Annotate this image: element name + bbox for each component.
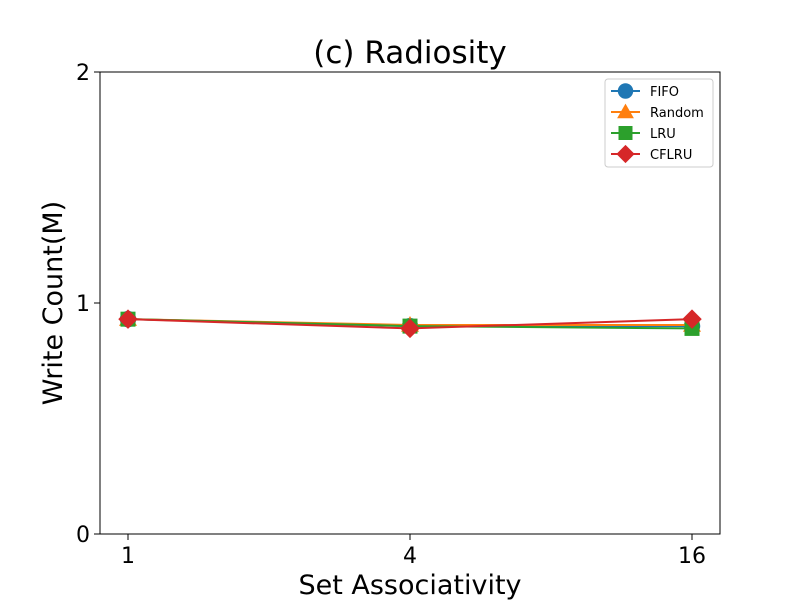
x-axis-label: Set Associativity (298, 570, 521, 600)
legend-item-lru: LRU (611, 126, 676, 142)
legend-label-random: Random (650, 106, 704, 121)
data-point-cflru (118, 309, 138, 329)
legend-box (604, 78, 714, 168)
y-tick-label: 0 (76, 523, 90, 548)
legend-marker-cflru (616, 144, 635, 164)
legend-marker-random (617, 103, 634, 119)
series-cflru (118, 309, 702, 339)
x-tick-label: 1 (121, 544, 135, 569)
legend: FIFO Random LRU CFLRU (604, 78, 714, 168)
legend-item-fifo: FIFO (611, 83, 679, 100)
legend-marker-fifo (617, 83, 634, 99)
legend-label-fifo: FIFO (650, 85, 679, 100)
x-tick-label: 16 (678, 544, 706, 569)
y-tick-label: 2 (76, 61, 90, 86)
series-layer (118, 309, 702, 339)
legend-label-cflru: CFLRU (650, 148, 692, 163)
chart-title: (c) Radiosity (313, 35, 506, 71)
legend-item-random: Random (611, 103, 704, 121)
legend-marker-lru (618, 126, 633, 140)
x-tick-label: 4 (403, 544, 417, 569)
y-tick-label: 1 (76, 292, 90, 317)
legend-label-lru: LRU (650, 127, 676, 142)
x-axis: 1 4 16 (121, 534, 706, 569)
legend-item-cflru: CFLRU (611, 144, 692, 164)
data-point-cflru (682, 309, 702, 329)
y-axis-label: Write Count(M) (38, 201, 69, 405)
y-axis: 0 1 2 (76, 61, 100, 548)
data-point-cflru (400, 318, 420, 339)
